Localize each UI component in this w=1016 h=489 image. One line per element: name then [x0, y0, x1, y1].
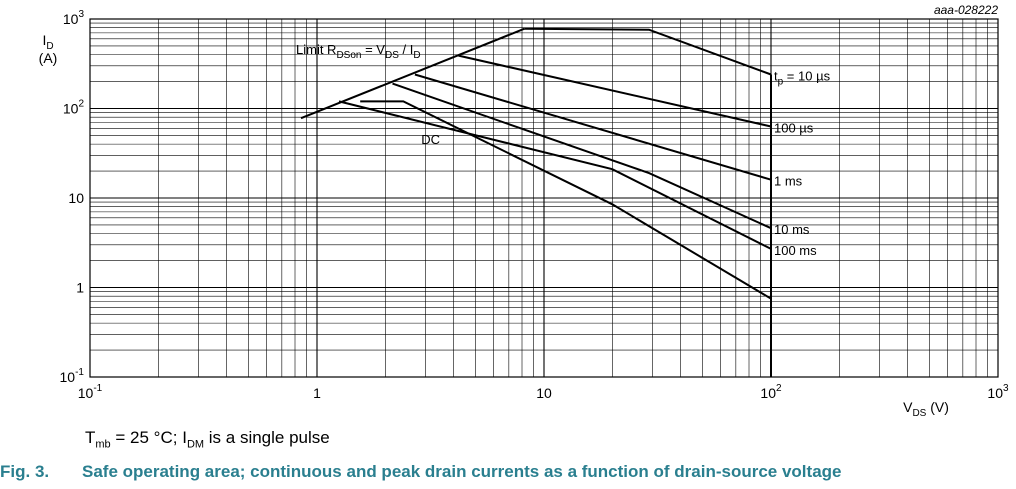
- y-tick-label: 103: [63, 9, 85, 27]
- y-tick-label: 102: [63, 99, 85, 117]
- series-line-1-ms: [414, 73, 772, 181]
- y-axis-unit: (A): [39, 50, 58, 66]
- x-tick-label: 10: [536, 385, 552, 401]
- series-line-dc: [360, 100, 772, 300]
- y-tick-label: 1: [76, 280, 84, 296]
- series-line-10-ms: [392, 82, 772, 230]
- figure-number: Fig. 3.: [0, 462, 50, 481]
- curve-label: tp = 10 µs: [774, 68, 831, 87]
- conditions-caption: Tmb = 25 °C; IDM is a single pulse: [85, 428, 330, 451]
- x-tick-label: 10-1: [78, 383, 103, 401]
- series-line-tp-10-s: [524, 27, 772, 76]
- figure-title: Fig. 3. Safe operating area; continuous a…: [0, 462, 842, 482]
- limit-rdson-label: Limit RDSon = VDS / ID: [296, 42, 421, 61]
- curve-labels: tp = 10 µs 100 µs 1 ms 10 ms 100 ms DC: [421, 68, 830, 257]
- series-line-100-s: [458, 54, 772, 128]
- figure-caption: Safe operating area; continuous and peak…: [82, 462, 842, 481]
- grid: [89, 18, 999, 378]
- chart-code: aaa-028222: [934, 3, 998, 17]
- curve-label: 100 ms: [774, 243, 817, 258]
- y-tick-label: 10: [68, 190, 84, 206]
- y-tick-label: 10-1: [60, 367, 85, 385]
- x-tick-label: 1: [313, 385, 321, 401]
- x-tick-label: 102: [760, 383, 782, 401]
- limit-rdson-line: [300, 27, 525, 120]
- x-axis-label: VDS (V): [903, 399, 949, 419]
- curve-label: 100 µs: [774, 120, 814, 135]
- curve-label: 10 ms: [774, 222, 810, 237]
- curves: [300, 27, 772, 377]
- series-line-100-ms: [338, 100, 772, 250]
- x-tick-label: 103: [987, 383, 1009, 401]
- y-axis-label: ID: [42, 32, 53, 52]
- curve-label: DC: [421, 132, 440, 147]
- curve-label: 1 ms: [774, 174, 803, 189]
